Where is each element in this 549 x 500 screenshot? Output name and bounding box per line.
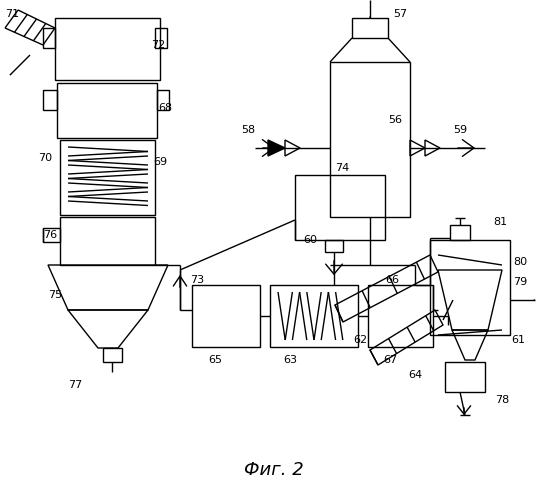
Polygon shape xyxy=(10,74,11,75)
Text: 61: 61 xyxy=(511,335,525,345)
Bar xyxy=(352,18,388,38)
Bar xyxy=(43,90,57,110)
Text: 57: 57 xyxy=(393,9,407,19)
Bar xyxy=(445,362,485,392)
Text: 58: 58 xyxy=(241,125,255,135)
Bar xyxy=(368,285,433,347)
Text: 76: 76 xyxy=(43,230,57,240)
Bar xyxy=(43,28,55,48)
Bar xyxy=(192,285,260,347)
Bar xyxy=(55,18,160,80)
Bar xyxy=(157,90,169,110)
Bar xyxy=(155,28,167,48)
Bar xyxy=(330,62,410,217)
Polygon shape xyxy=(268,140,285,156)
Text: 56: 56 xyxy=(388,115,402,125)
Bar xyxy=(60,217,155,265)
Text: Фиг. 2: Фиг. 2 xyxy=(244,461,304,479)
Polygon shape xyxy=(369,17,371,18)
Text: 72: 72 xyxy=(151,40,165,50)
Bar xyxy=(325,240,343,252)
Text: 74: 74 xyxy=(335,163,349,173)
Bar xyxy=(60,140,155,215)
Text: 69: 69 xyxy=(153,157,167,167)
Text: 81: 81 xyxy=(493,217,507,227)
Bar xyxy=(103,348,122,362)
Text: 59: 59 xyxy=(453,125,467,135)
Bar xyxy=(295,175,385,240)
Text: 80: 80 xyxy=(513,257,527,267)
Text: 60: 60 xyxy=(303,235,317,245)
Bar xyxy=(270,285,358,347)
Text: 65: 65 xyxy=(208,355,222,365)
Text: 78: 78 xyxy=(495,395,509,405)
Text: 66: 66 xyxy=(385,275,399,285)
Bar xyxy=(43,228,60,242)
Bar xyxy=(450,225,470,240)
Text: 79: 79 xyxy=(513,277,527,287)
Text: 63: 63 xyxy=(283,355,297,365)
Text: 75: 75 xyxy=(48,290,62,300)
Text: 62: 62 xyxy=(353,335,367,345)
Text: 70: 70 xyxy=(38,153,52,163)
Bar xyxy=(430,240,510,335)
Text: 77: 77 xyxy=(68,380,82,390)
Text: 67: 67 xyxy=(383,355,397,365)
Bar xyxy=(57,83,157,138)
Text: 64: 64 xyxy=(408,370,422,380)
Text: 71: 71 xyxy=(5,9,19,19)
Text: 68: 68 xyxy=(158,103,172,113)
Text: 73: 73 xyxy=(190,275,204,285)
